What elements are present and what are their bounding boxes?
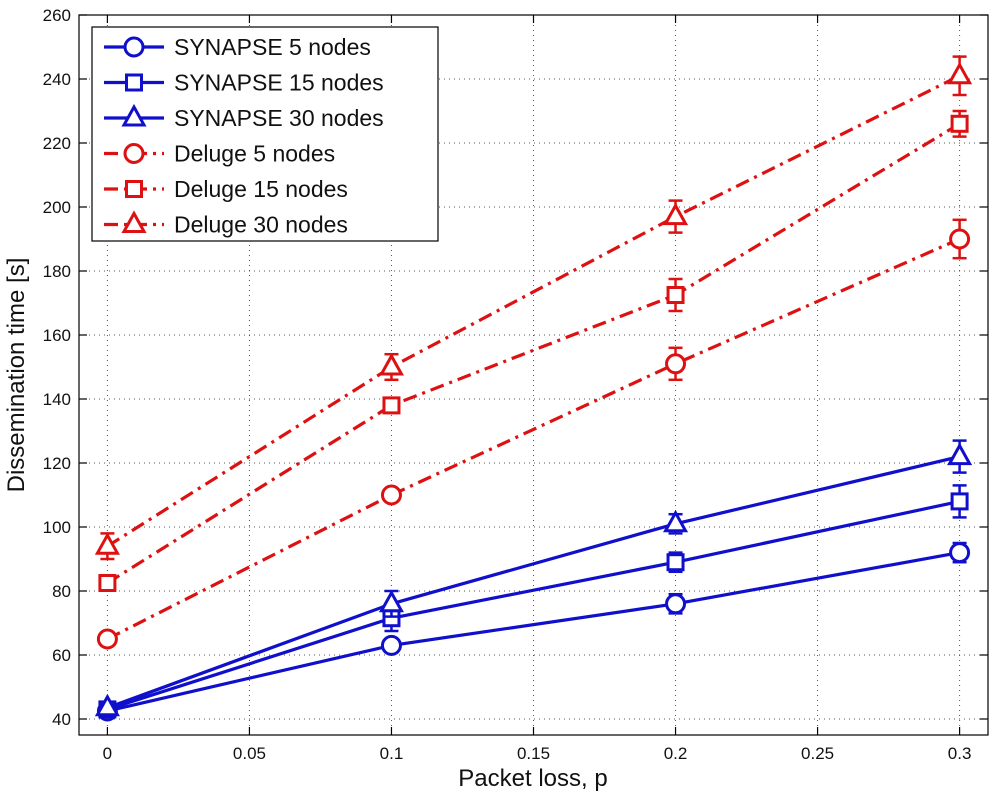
data-point: [382, 396, 401, 415]
data-point: [378, 352, 405, 376]
data-point: [380, 634, 402, 656]
legend: SYNAPSE 5 nodes SYNAPSE 15 nodes SYNAPSE 3…: [91, 26, 439, 242]
series-line: [107, 551, 960, 713]
series-line: [106, 74, 961, 548]
data-point: [665, 353, 687, 375]
legend-box: [91, 26, 439, 242]
series-synapse-30-nodes: [94, 439, 973, 717]
data-point: [947, 442, 973, 466]
legend-marker: [121, 103, 147, 127]
legend-marker: [125, 180, 143, 198]
y-tick-label: 100: [43, 518, 71, 537]
data-point: [662, 509, 689, 533]
data-point: [666, 553, 685, 572]
legend-label: SYNAPSE 5 nodes: [174, 34, 371, 60]
y-tick-label: 200: [43, 198, 71, 217]
data-point: [666, 286, 685, 304]
tick-labels: 0 0.05 0.1 0.15 0.2 0.25 0.3 40 60 80 100 120 140 160…: [43, 6, 972, 763]
y-tick-label: 240: [43, 70, 71, 89]
x-tick-label: 0.1: [380, 744, 404, 763]
x-tick-label: 0.2: [664, 744, 688, 763]
data-point: [378, 589, 405, 613]
legend-label: Deluge 30 nodes: [174, 212, 348, 238]
y-tick-label: 180: [43, 262, 71, 281]
x-tick-label: 0.15: [517, 744, 550, 763]
data-point: [662, 202, 689, 226]
legend-label: SYNAPSE 15 nodes: [174, 70, 384, 96]
legend-marker: [123, 36, 145, 58]
y-tick-label: 160: [43, 326, 71, 345]
data-point: [98, 574, 117, 592]
data-point: [950, 114, 969, 133]
series-group: [94, 55, 973, 722]
legend-label: Deluge 5 nodes: [174, 141, 335, 167]
y-tick-label: 60: [52, 646, 71, 665]
legend-label: Deluge 15 nodes: [174, 176, 348, 202]
series-line: [106, 237, 961, 641]
series-line: [106, 122, 961, 585]
series-deluge-5-nodes: [96, 218, 971, 650]
data-point: [947, 61, 973, 85]
data-point: [96, 628, 118, 650]
y-axis-label: Dissemination time [s]: [3, 258, 30, 493]
series-deluge-30-nodes: [94, 55, 973, 561]
ticks: [79, 14, 988, 735]
y-tick-label: 120: [43, 454, 71, 473]
y-tick-label: 260: [43, 6, 71, 25]
y-tick-label: 140: [43, 390, 71, 409]
y-tick-label: 80: [52, 582, 71, 601]
x-tick-label: 0.3: [948, 744, 972, 763]
legend-marker: [121, 210, 147, 233]
data-point: [949, 228, 971, 250]
x-tick-label: 0.05: [233, 744, 266, 763]
data-point: [949, 542, 971, 564]
series-line: [106, 499, 960, 711]
x-tick-label: 0: [103, 744, 112, 763]
data-point: [94, 532, 120, 555]
y-tick-label: 40: [52, 710, 71, 729]
x-tick-label: 0.25: [801, 744, 834, 763]
legend-label: SYNAPSE 30 nodes: [174, 105, 384, 131]
data-point: [380, 484, 402, 506]
legend-marker: [123, 143, 145, 164]
data-point: [665, 593, 687, 615]
series-line: [106, 455, 960, 710]
legend-marker: [125, 73, 143, 92]
x-axis-label: Packet loss, p: [458, 765, 607, 792]
y-tick-label: 220: [43, 134, 71, 153]
series-deluge-15-nodes: [98, 109, 969, 592]
data-point: [950, 492, 969, 511]
data-point: [94, 693, 120, 717]
